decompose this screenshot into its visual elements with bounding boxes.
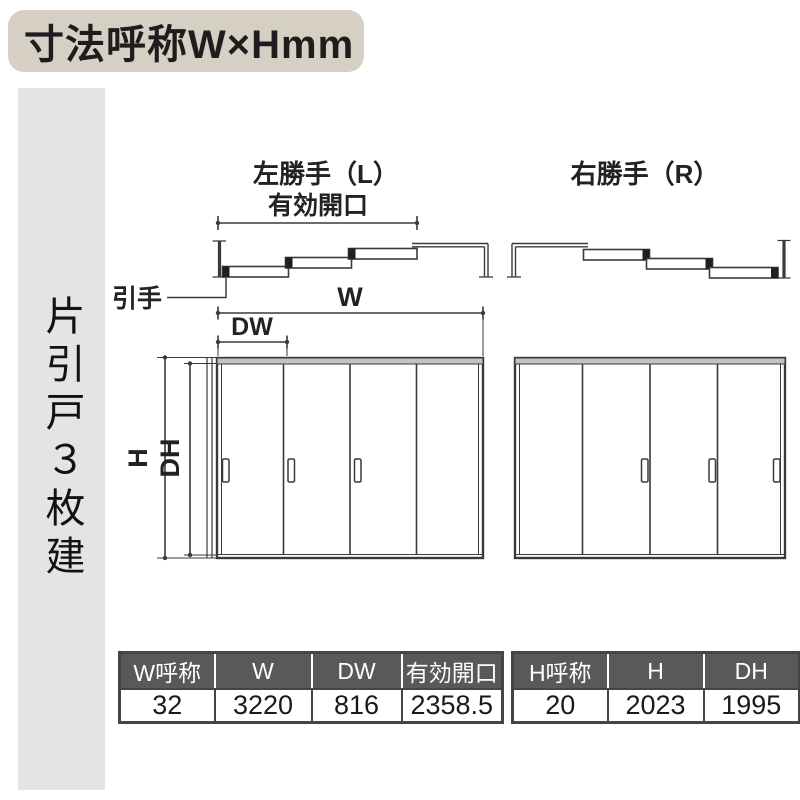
plan-panel-3-pull	[771, 267, 778, 278]
effective-opening-label: 有効開口	[268, 191, 368, 220]
elevation-left-handle-1	[221, 458, 230, 483]
col-header-dw: DW	[310, 652, 402, 690]
col-header-w-name: W呼称	[119, 652, 215, 690]
table-value-row: 32 3220 816 2358.5	[119, 689, 503, 723]
col-header-dh: DH	[702, 652, 800, 690]
elevation-right-top-rail	[514, 357, 786, 365]
sidebar-product-type-strip: 片引戸３枚建	[18, 88, 105, 790]
plan-panel-3-pull	[348, 248, 356, 259]
dh-dim-label: DH	[155, 439, 185, 478]
elevation-left-handle-3	[353, 458, 362, 483]
pull-handle-label: 引手	[112, 285, 162, 313]
elevation-right-handle-2	[708, 458, 717, 483]
plan-panel-1	[221, 265, 290, 278]
width-dimensions: W DW	[215, 282, 486, 356]
left-hand-heading: 左勝手（L）	[253, 159, 399, 189]
plan-panel-2-pull	[285, 257, 293, 268]
width-spec-table: W呼称 W DW 有効開口 32 3220 816 2358.5	[118, 651, 504, 724]
plan-panel-1-pull	[222, 266, 230, 277]
title-badge: 寸法呼称W×Hmm	[8, 10, 364, 72]
col-header-h-name: H呼称	[512, 652, 608, 690]
plan-panel-2	[645, 257, 714, 270]
col-header-effective-opening: 有効開口	[400, 652, 503, 690]
elevation-right-handle-3	[772, 458, 781, 483]
value-effective-opening: 2358.5	[400, 689, 503, 723]
elevation-right	[513, 356, 787, 560]
plan-panel-3	[347, 247, 418, 260]
elevation-right-panel-joints	[581, 364, 719, 555]
right-hand-heading: 右勝手（R）	[571, 159, 720, 189]
value-w-name: 32	[119, 689, 215, 723]
value-dw: 816	[310, 689, 402, 723]
elevation-left	[215, 356, 485, 560]
table-value-row: 20 2023 1995	[512, 689, 800, 723]
col-header-h: H	[606, 652, 704, 690]
value-dh: 1995	[702, 689, 800, 723]
pull-handle-leader-line	[167, 278, 227, 299]
plan-wall-right	[412, 242, 488, 248]
frame-jamb-strip	[206, 358, 213, 558]
page-title: 寸法呼称W×Hmm	[24, 23, 355, 67]
plan-view-right	[507, 239, 791, 279]
col-header-w: W	[213, 652, 312, 690]
product-type-label: 片引戸３枚建	[39, 295, 84, 583]
table-header-row: H呼称 H DH	[512, 652, 800, 690]
plan-panel-3	[708, 266, 779, 279]
height-dimensions: H DH	[123, 355, 216, 561]
plan-panel-1-pull	[642, 249, 650, 260]
plan-panel-2-pull	[705, 258, 713, 269]
plan-panel-2	[284, 256, 353, 269]
door-dimension-diagram: 左勝手（L） 右勝手（R） 有効開口 引手	[112, 159, 791, 561]
plan-wall-left	[512, 242, 588, 248]
elevation-left-handle-2	[287, 458, 296, 483]
table-header-row: W呼称 W DW 有効開口	[119, 652, 503, 690]
height-spec-table: H呼称 H DH 20 2023 1995	[511, 651, 800, 724]
plan-panel-1	[582, 248, 651, 261]
elevation-left-panel-joints	[282, 364, 418, 555]
plan-view-left: 有効開口 引手	[112, 191, 493, 313]
elevation-left-top-rail	[216, 357, 484, 365]
value-h-name: 20	[512, 689, 608, 723]
h-dim-label: H	[123, 448, 153, 468]
value-w: 3220	[213, 689, 312, 723]
elevation-right-handle-1	[640, 458, 649, 483]
dw-dim-label: DW	[231, 313, 273, 341]
value-h: 2023	[606, 689, 704, 723]
w-dim-label: W	[337, 282, 363, 312]
